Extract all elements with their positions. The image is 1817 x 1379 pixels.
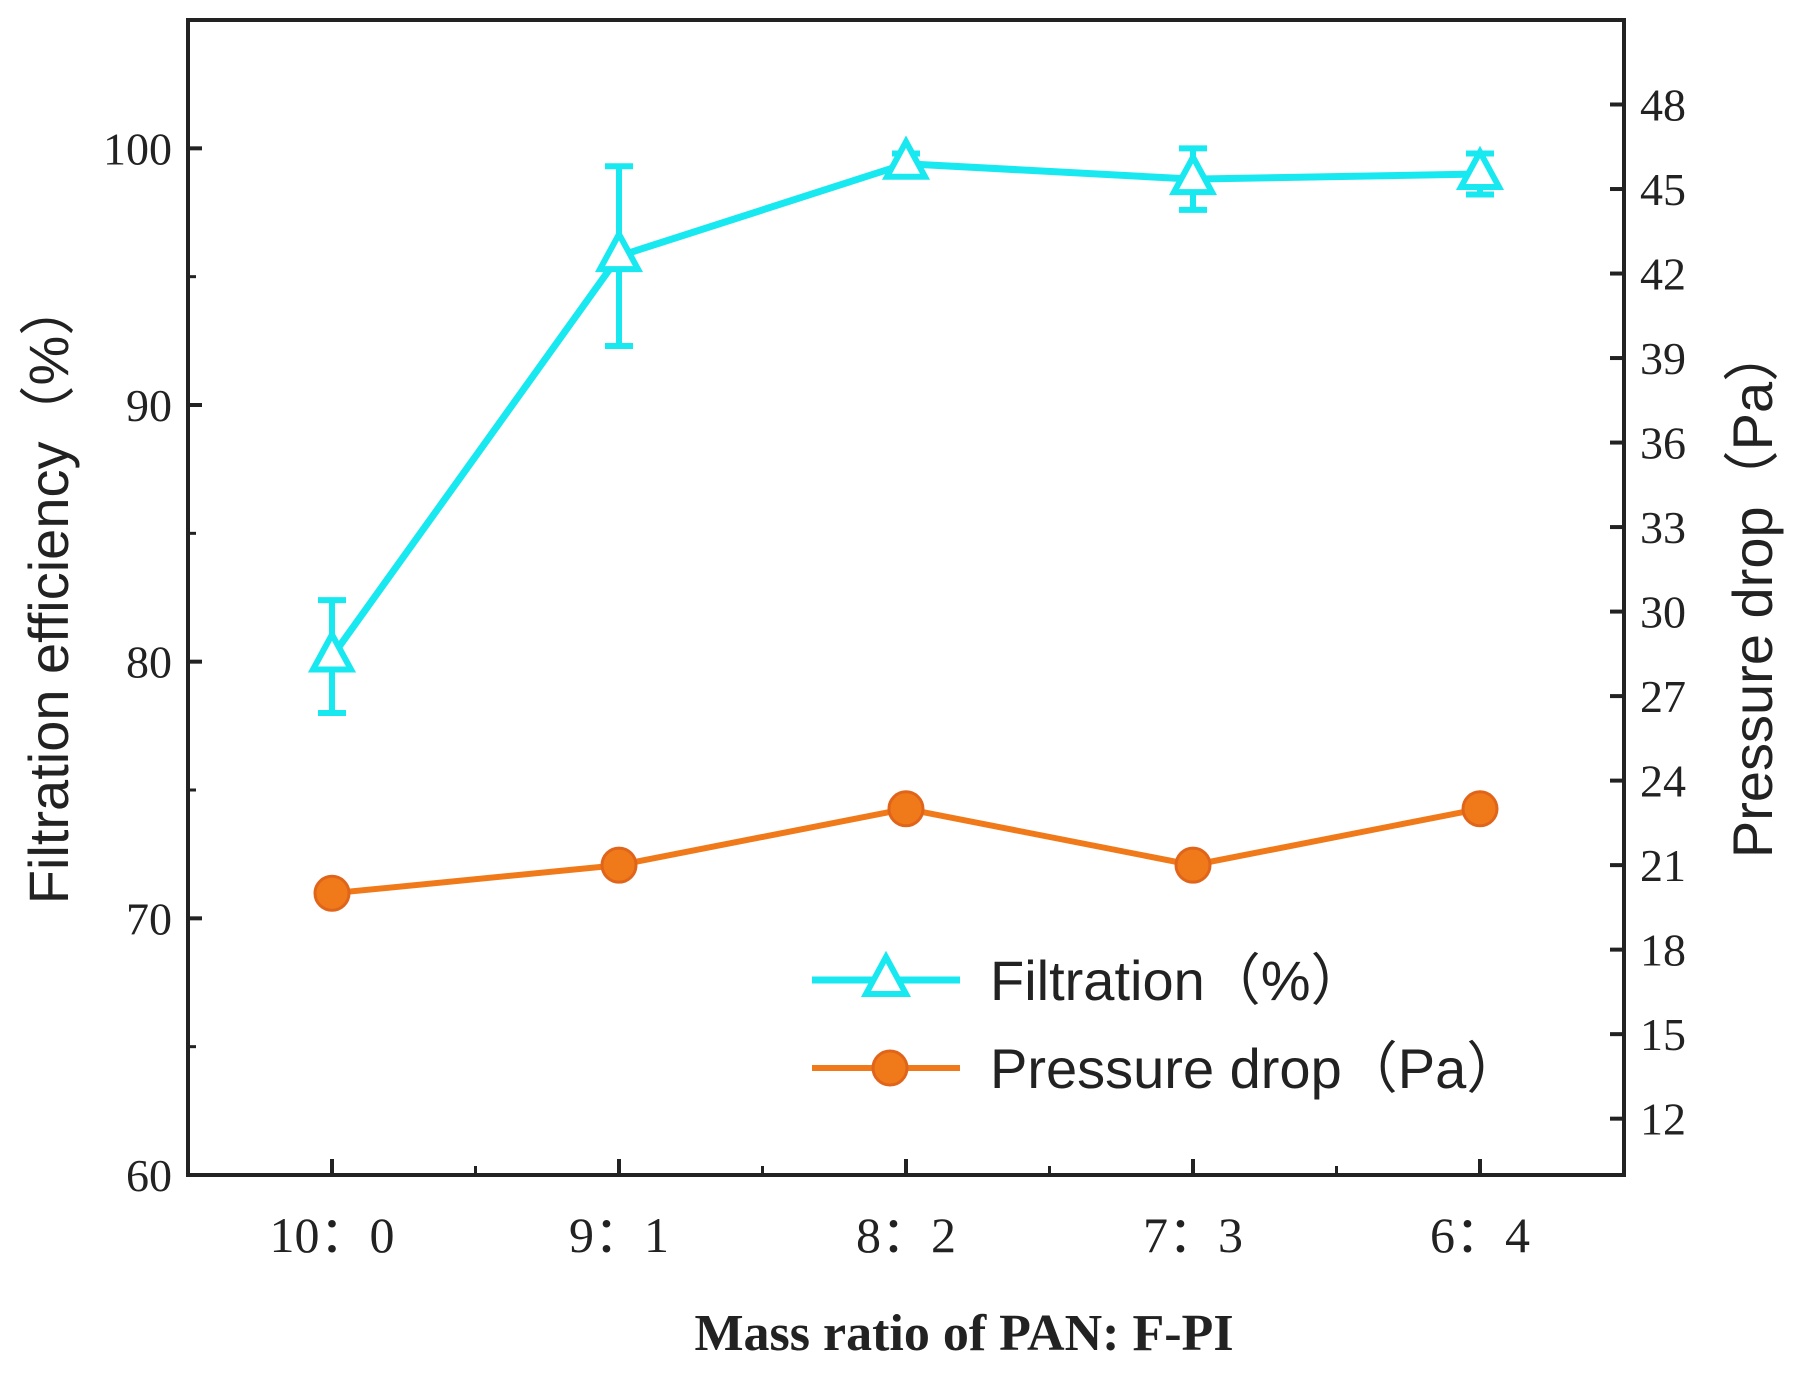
y-tick-label: 90	[126, 380, 172, 431]
plot-frame	[186, 18, 1626, 1177]
y-right-tick-label: 33	[1640, 502, 1686, 553]
filtration-point	[307, 628, 357, 673]
legend-marker-filtration	[860, 950, 912, 997]
y-right-tick-label: 15	[1640, 1009, 1686, 1060]
x-tick-label: 8：2	[856, 1207, 956, 1263]
pressure-point	[600, 846, 638, 884]
series-layer	[307, 135, 1505, 912]
y-tick-label: 70	[126, 893, 172, 944]
pressure-point	[1174, 846, 1212, 884]
filtration-point	[594, 227, 644, 273]
y-right-tick-label: 30	[1640, 587, 1686, 638]
filtration-line	[329, 160, 1481, 659]
y-right-tick-label: 48	[1640, 80, 1686, 131]
y-right-tick-label: 18	[1640, 925, 1686, 976]
pressure-point	[313, 874, 351, 912]
x-axis-title: Mass ratio of PAN: F-PI	[694, 1305, 1233, 1362]
legend: Filtration（%） Pressure drop（Pa）	[812, 949, 1522, 1100]
legend-label-filtration: Filtration（%）	[990, 949, 1367, 1012]
y-right-axis-title: Pressure drop（Pa）	[1721, 326, 1784, 858]
y-right-tick-label: 36	[1640, 418, 1686, 469]
y-tick-label: 60	[126, 1150, 172, 1201]
legend-label-pressure: Pressure drop（Pa）	[990, 1037, 1522, 1100]
pressure-point	[1461, 790, 1499, 828]
filtration-point	[1455, 145, 1505, 190]
left-axis: 60 70 80 90 100	[103, 123, 202, 1201]
x-tick-label: 10：0	[270, 1207, 395, 1263]
x-axis: 10：0 9：1 8：2 7：3 6：4	[270, 1159, 1530, 1263]
x-tick-label: 6：4	[1430, 1207, 1530, 1263]
y-axis-title: Filtration efficiency（%）	[17, 280, 80, 905]
y-right-tick-label: 12	[1640, 1094, 1686, 1145]
y-tick-label: 100	[103, 123, 172, 174]
y-right-tick-label: 21	[1640, 840, 1686, 891]
x-tick-label: 9：1	[569, 1207, 669, 1263]
y-right-tick-label: 27	[1640, 671, 1686, 722]
pressure-point	[887, 790, 925, 828]
y-right-tick-label: 39	[1640, 333, 1686, 384]
y-tick-label: 80	[126, 637, 172, 688]
filtration-point	[881, 135, 931, 180]
filtration-point	[1168, 150, 1218, 196]
legend-marker-pressure	[871, 1049, 909, 1087]
y-right-tick-label: 24	[1640, 756, 1686, 807]
y-right-tick-label: 42	[1640, 249, 1686, 300]
right-axis: 12 15 18 21 24 27 30 33 36 39 42 45 48	[1610, 80, 1686, 1145]
y-right-tick-label: 45	[1640, 164, 1686, 215]
x-tick-label: 7：3	[1143, 1207, 1243, 1263]
